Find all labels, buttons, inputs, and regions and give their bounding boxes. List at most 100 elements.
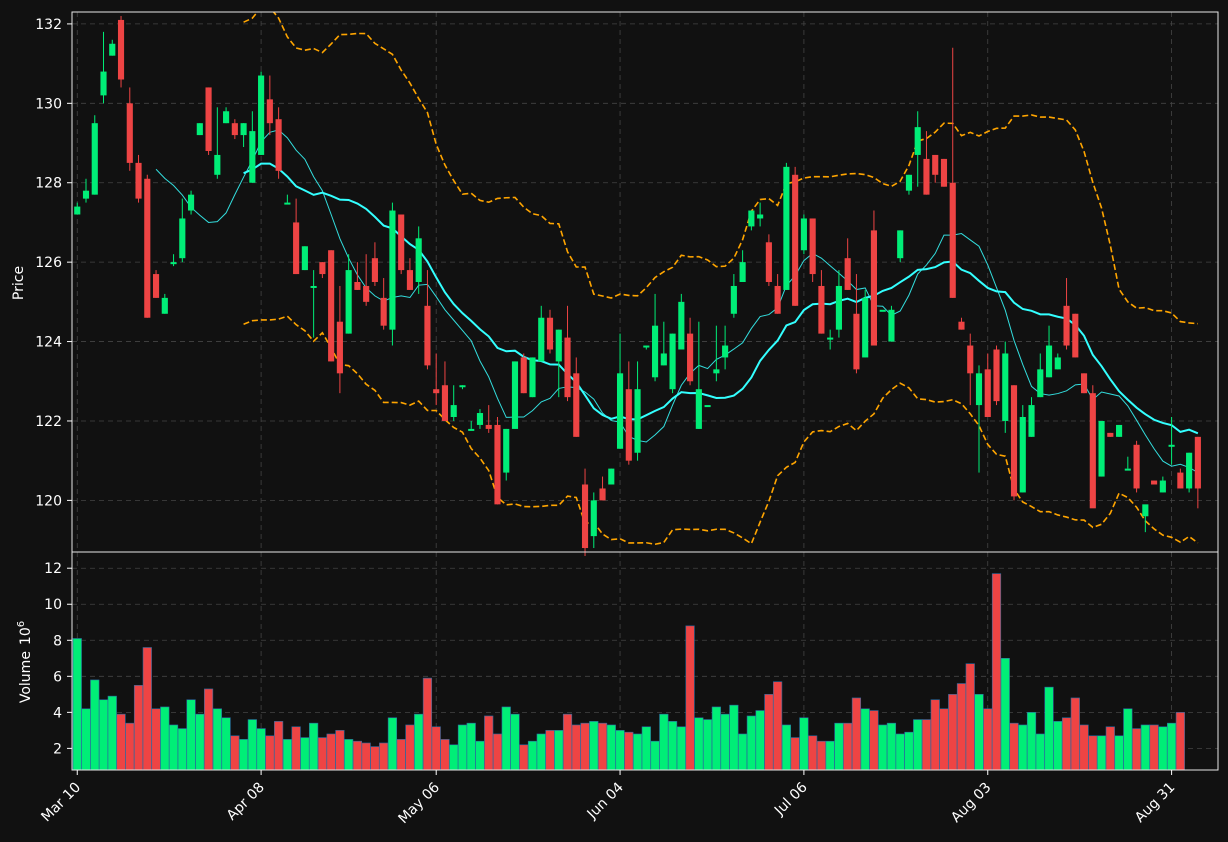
price-tick-label: 130: [35, 96, 62, 112]
volume-bar: [177, 728, 187, 771]
candle-body: [406, 270, 413, 290]
candle-body: [179, 218, 186, 259]
candle-body: [1194, 436, 1201, 489]
candle-body: [1019, 417, 1026, 493]
candle-body: [223, 111, 230, 124]
volume-bar: [685, 625, 695, 771]
volume-bar: [720, 713, 730, 771]
candle-body: [82, 190, 90, 199]
volume-bar: [274, 721, 284, 771]
candle-body: [818, 285, 825, 334]
volume-bar: [781, 724, 791, 771]
candle-body: [757, 214, 764, 219]
candle-body: [345, 270, 352, 334]
volume-bar: [291, 726, 301, 771]
volume-bar: [125, 722, 135, 771]
candle-body: [459, 385, 466, 388]
volume-bar: [816, 740, 826, 771]
candle-body: [1116, 424, 1123, 437]
volume-bar: [1088, 735, 1098, 771]
candle-body: [765, 242, 772, 282]
candle-body: [897, 230, 904, 259]
candle-body: [581, 484, 589, 549]
volume-bar: [904, 731, 914, 771]
volume-bar: [878, 724, 888, 771]
candle-body: [914, 127, 921, 155]
volume-bar: [1131, 728, 1142, 771]
candle-body: [468, 428, 475, 431]
candle-body: [109, 43, 116, 56]
volume-bar: [1044, 686, 1054, 771]
candle-body: [1089, 393, 1096, 509]
volume-bar: [335, 730, 345, 771]
volume-bar: [90, 679, 100, 771]
candle-body: [144, 178, 151, 318]
volume-bar: [326, 733, 336, 771]
x-tick-label: Apr 08: [224, 780, 268, 824]
candle-body: [1045, 345, 1053, 378]
volume-bar: [1035, 733, 1045, 771]
candle-body: [188, 194, 195, 211]
candle-body: [520, 357, 527, 394]
volume-bar: [545, 730, 555, 771]
volume-bar: [1096, 735, 1107, 771]
candle-body: [1098, 420, 1105, 477]
price-tick-label: 128: [35, 176, 62, 192]
candle-body: [310, 285, 317, 288]
volume-bar: [694, 717, 704, 771]
candle-body: [258, 75, 265, 155]
volume-bar: [457, 724, 468, 771]
candle-body: [608, 468, 615, 485]
candle-body: [695, 389, 702, 429]
candle-body: [1159, 480, 1166, 493]
volume-bar: [948, 694, 958, 771]
volume-bar: [589, 721, 599, 771]
volume-bar: [965, 663, 975, 771]
volume-bar: [703, 719, 713, 771]
volume-bar: [974, 694, 984, 771]
candle-body: [205, 87, 212, 151]
volume-bar: [510, 713, 520, 771]
candle-body: [643, 345, 650, 348]
volume-bar: [790, 737, 800, 771]
volume-bar: [151, 708, 161, 771]
volume-bar: [825, 740, 835, 771]
candle-body: [363, 285, 370, 302]
candle-body: [433, 389, 440, 394]
candle-body: [993, 349, 1000, 402]
candle-body: [774, 285, 781, 314]
volume-bar: [379, 742, 389, 771]
bollinger-bands: [243, 12, 1199, 546]
candle-body: [441, 385, 449, 421]
volume-bar: [98, 699, 109, 771]
candle-body: [713, 369, 720, 374]
volume-bar: [1053, 721, 1063, 771]
candle-body: [616, 373, 624, 449]
candle-body: [1186, 452, 1193, 489]
candle-body: [266, 99, 273, 124]
x-tick-label: Mar 10: [38, 780, 84, 826]
volume-bar: [422, 677, 433, 771]
candle-body: [476, 413, 484, 425]
volume-bar: [212, 708, 222, 771]
volume-bar: [1070, 697, 1080, 771]
volume-bar: [282, 739, 292, 771]
candle-body: [511, 361, 519, 429]
volume-bar: [195, 713, 205, 771]
volume-bar: [834, 722, 844, 771]
volume-bar: [527, 740, 538, 771]
volume-bar: [773, 681, 783, 771]
volume-tick-label: 6: [53, 669, 62, 685]
volume-bar: [168, 724, 179, 771]
volume-bar: [239, 739, 249, 771]
volume-bar: [519, 744, 529, 771]
candle-body: [1107, 432, 1114, 437]
volume-bar: [475, 740, 485, 771]
candle-body: [170, 262, 177, 265]
candle-body: [91, 123, 98, 195]
volume-bar: [536, 733, 546, 771]
candle-body: [389, 210, 396, 330]
x-tick-label: Jun 04: [584, 779, 627, 822]
candle-body: [126, 103, 133, 163]
